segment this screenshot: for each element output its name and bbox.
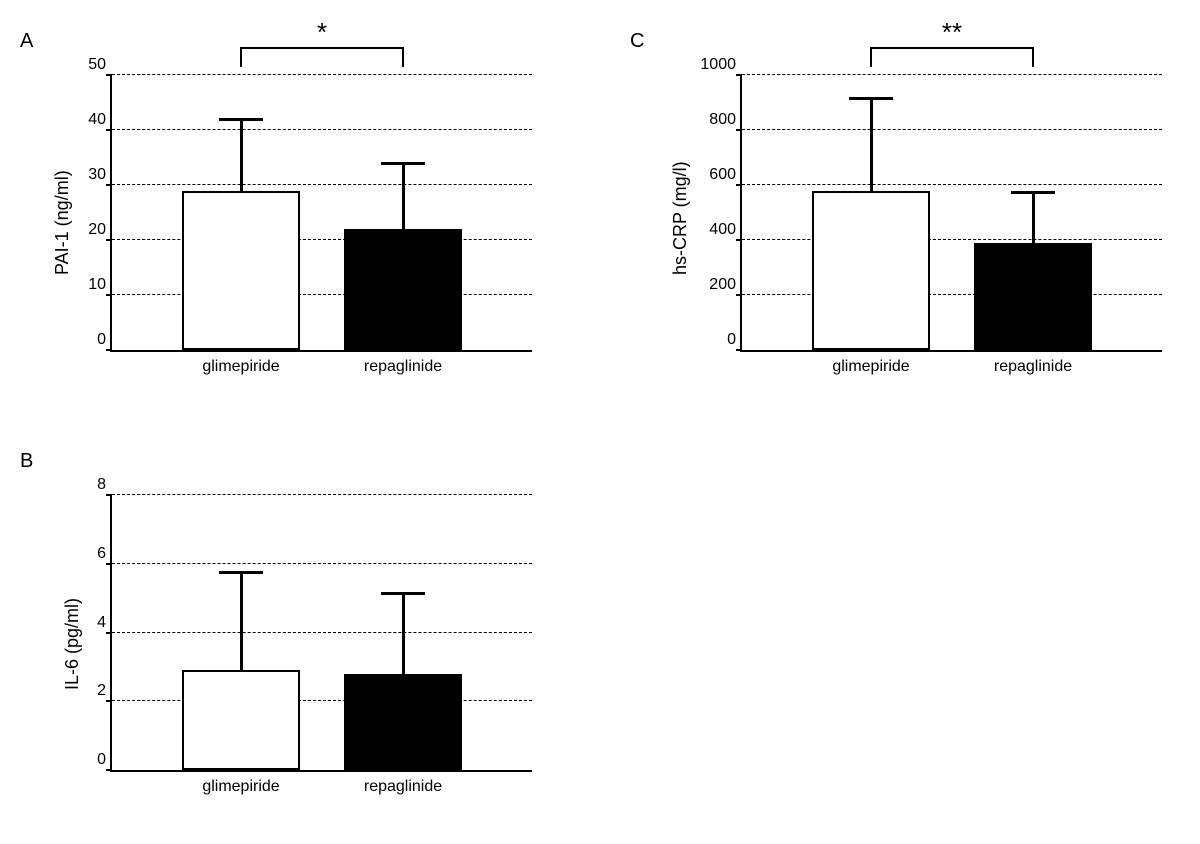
y-tick xyxy=(106,74,112,76)
plot-b-errcap-1 xyxy=(381,592,425,595)
plot-b-bar-glimepiride xyxy=(182,670,300,770)
plot-a-grid xyxy=(112,129,532,130)
plot-c-xcat-0: glimepiride xyxy=(832,358,909,376)
plot-c-err-1 xyxy=(1032,192,1035,243)
plot-b-grid xyxy=(112,632,532,633)
plot-b-bar-repaglinide xyxy=(344,674,462,770)
plot-b-err-0 xyxy=(240,572,243,670)
plot-a-err-0 xyxy=(240,119,243,191)
plot-b-err-1 xyxy=(402,593,405,674)
plot-a-grid xyxy=(112,184,532,185)
plot-b-errcap-0 xyxy=(219,571,263,574)
plot-b-ytick-3: 6 xyxy=(97,545,106,563)
plot-c-ytick-3: 600 xyxy=(709,166,736,184)
panel-a-label: A xyxy=(20,30,33,53)
y-tick xyxy=(736,184,742,186)
y-tick xyxy=(106,769,112,771)
y-tick xyxy=(106,563,112,565)
plot-c-y-title: hs-CRP (mg/l) xyxy=(670,161,691,275)
plot-c-grid xyxy=(742,184,1162,185)
plot-a-ytick-3: 30 xyxy=(88,166,106,184)
plot-c-grid xyxy=(742,294,1162,295)
panel-c-label: C xyxy=(630,30,644,53)
plot-a-grid xyxy=(112,239,532,240)
plot-c-errcap-0 xyxy=(849,97,893,100)
plot-c-errcap-1 xyxy=(1011,191,1055,194)
y-tick xyxy=(106,184,112,186)
plot-a-bar-glimepiride xyxy=(182,191,300,351)
plot-b-xcat-0: glimepiride xyxy=(202,778,279,796)
plot-b-xcat-1: repaglinide xyxy=(364,778,442,796)
y-tick xyxy=(736,74,742,76)
plot-c-xcat-1: repaglinide xyxy=(994,358,1072,376)
plot-c-grid xyxy=(742,239,1162,240)
plot-a-ytick-4: 40 xyxy=(88,111,106,129)
plot-a: PAI-1 (ng/ml) 0 10 20 30 40 50 glimepiri… xyxy=(110,75,532,352)
panel-b-label: B xyxy=(20,450,33,473)
plot-a-xcat-0: glimepiride xyxy=(202,358,279,376)
plot-c-ytick-1: 200 xyxy=(709,276,736,294)
plot-c-sig-l xyxy=(870,47,872,67)
plot-c-sig-star: ** xyxy=(942,17,962,48)
plot-a-sig-r xyxy=(402,47,404,67)
plot-c-ytick-0: 0 xyxy=(727,331,736,349)
plot-a-ytick-1: 10 xyxy=(88,276,106,294)
plot-a-errcap-0 xyxy=(219,118,263,121)
plot-b-grid xyxy=(112,700,532,701)
plot-c-sig-r xyxy=(1032,47,1034,67)
plot-c-err-0 xyxy=(870,98,873,190)
plot-a-y-title: PAI-1 (ng/ml) xyxy=(52,170,73,275)
plot-b-ytick-0: 0 xyxy=(97,751,106,769)
plot-a-ytick-0: 0 xyxy=(97,331,106,349)
plot-a-sig-star: * xyxy=(317,17,327,48)
y-tick xyxy=(106,700,112,702)
plot-a-ytick-2: 20 xyxy=(88,221,106,239)
y-tick xyxy=(106,129,112,131)
y-tick xyxy=(736,349,742,351)
plot-b-ytick-2: 4 xyxy=(97,614,106,632)
plot-b-y-title: IL-6 (pg/ml) xyxy=(62,598,83,690)
plot-b-grid xyxy=(112,563,532,564)
y-tick xyxy=(106,294,112,296)
plot-c-grid xyxy=(742,74,1162,75)
y-tick xyxy=(736,129,742,131)
y-tick xyxy=(106,494,112,496)
y-tick xyxy=(736,294,742,296)
plot-c-ytick-5: 1000 xyxy=(700,56,736,74)
plot-b-ytick-1: 2 xyxy=(97,682,106,700)
y-tick xyxy=(106,239,112,241)
plot-c-bar-repaglinide xyxy=(974,243,1092,350)
plot-c: hs-CRP (mg/l) 0 200 400 600 800 1000 gli… xyxy=(740,75,1162,352)
y-tick xyxy=(106,349,112,351)
plot-a-ytick-5: 50 xyxy=(88,56,106,74)
plot-b: IL-6 (pg/ml) 0 2 4 6 8 glimepiride repag… xyxy=(110,495,532,772)
plot-a-grid xyxy=(112,294,532,295)
plot-b-ytick-4: 8 xyxy=(97,476,106,494)
plot-c-grid xyxy=(742,129,1162,130)
plot-a-sig-l xyxy=(240,47,242,67)
y-tick xyxy=(106,632,112,634)
plot-c-bar-glimepiride xyxy=(812,191,930,351)
plot-a-grid xyxy=(112,74,532,75)
plot-b-grid xyxy=(112,494,532,495)
y-tick xyxy=(736,239,742,241)
plot-a-errcap-1 xyxy=(381,162,425,165)
plot-c-ytick-2: 400 xyxy=(709,221,736,239)
plot-a-err-1 xyxy=(402,163,405,229)
plot-a-bar-repaglinide xyxy=(344,229,462,350)
plot-c-ytick-4: 800 xyxy=(709,111,736,129)
plot-a-xcat-1: repaglinide xyxy=(364,358,442,376)
